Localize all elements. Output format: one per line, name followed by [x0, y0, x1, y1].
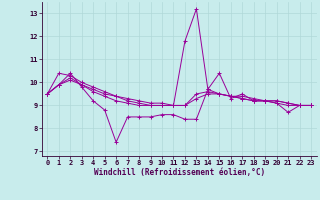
X-axis label: Windchill (Refroidissement éolien,°C): Windchill (Refroidissement éolien,°C): [94, 168, 265, 177]
